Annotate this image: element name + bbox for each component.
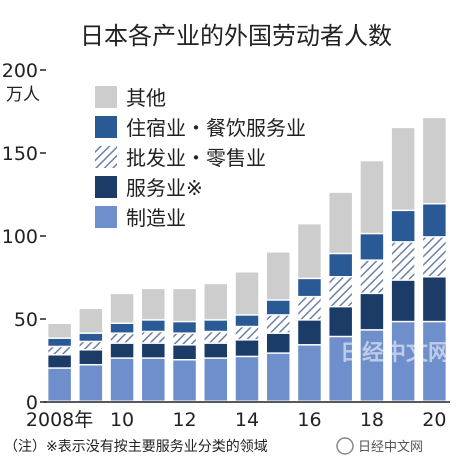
bar-segment: [360, 260, 384, 293]
legend-label: 服务业※: [126, 176, 203, 200]
bar-segment: [79, 350, 103, 364]
x-tick-label: 10: [110, 409, 134, 431]
bar-segment: [48, 368, 71, 401]
bar-segment: [391, 322, 415, 401]
bar-segment: [423, 322, 446, 401]
bar-segment: [298, 224, 321, 278]
bar-segment: [423, 118, 446, 203]
watermark: 日经中文网: [340, 340, 450, 366]
bar-segment: [48, 355, 71, 368]
bars: [48, 118, 446, 401]
bar-segment: [360, 330, 384, 401]
bar-segment: [423, 204, 446, 237]
bar-segment: [235, 315, 259, 326]
bar-segment: [235, 327, 259, 340]
bar-segment: [204, 343, 228, 358]
bar-segment: [204, 358, 228, 401]
bar-segment: [298, 279, 321, 296]
legend-swatch: [95, 116, 117, 138]
bar-segment: [329, 337, 352, 401]
bar-segment: [235, 357, 259, 401]
bar-segment: [298, 297, 321, 320]
legend-swatch: [95, 206, 117, 228]
y-tick-label: 0: [26, 392, 38, 414]
y-tick-label: 50: [14, 309, 38, 331]
bar-segment: [79, 365, 103, 401]
bar-segment: [329, 277, 352, 306]
legend-label: 制造业: [126, 206, 186, 230]
bar-segment: [298, 345, 321, 401]
x-axis: 2008年 10 12 14 16 18 20: [26, 409, 447, 431]
bar-segment: [391, 211, 415, 242]
x-tick-label: 2008年: [26, 409, 93, 431]
bar-segment: [142, 332, 165, 343]
channel-name: 日经中文网: [358, 440, 423, 455]
bar-segment: [173, 333, 196, 345]
bar-segment: [329, 307, 352, 336]
x-tick-label: 12: [172, 409, 196, 431]
bar-segment: [423, 277, 446, 321]
bar-segment: [266, 300, 290, 315]
bar-segment: [360, 161, 384, 233]
bar-segment: [48, 323, 71, 338]
bar-segment: [423, 237, 446, 276]
bar-segment: [360, 294, 384, 330]
x-tick-label: 18: [360, 409, 384, 431]
legend-swatch: [95, 86, 117, 108]
bar-segment: [391, 280, 415, 321]
x-tick-label: 16: [297, 409, 321, 431]
y-tick-label: 100: [2, 226, 38, 248]
x-tick-label: 20: [422, 409, 446, 431]
wechat-icon: [336, 437, 354, 455]
bar-segment: [173, 360, 196, 401]
bar-segment: [391, 128, 415, 210]
bar-segment: [266, 315, 290, 333]
bar-segment: [142, 289, 165, 320]
bar-segment: [235, 272, 259, 315]
bar-segment: [142, 343, 165, 358]
bar-segment: [110, 323, 134, 333]
legend-swatch: [95, 176, 117, 198]
bar-segment: [204, 284, 228, 320]
y-axis: 0 50 100 150 200: [2, 60, 46, 414]
bar-segment: [110, 333, 134, 343]
y-tick-label: 200: [2, 60, 38, 82]
bar-segment: [329, 192, 352, 253]
y-unit-label: 万人: [6, 85, 40, 105]
bar-segment: [48, 347, 71, 355]
bar-segment: [48, 338, 71, 346]
bar-segment: [110, 343, 134, 358]
bar-segment: [173, 322, 196, 333]
bar-segment: [110, 358, 134, 401]
chart-title: 日本各产业的外国劳动者人数: [80, 22, 392, 50]
bar-segment: [142, 320, 165, 331]
channel-badge: 日经中文网: [336, 437, 423, 455]
bar-segment: [204, 320, 228, 331]
bar-segment: [266, 252, 290, 300]
bar-segment: [142, 358, 165, 401]
bar-segment: [235, 340, 259, 356]
bar-segment: [79, 309, 103, 333]
bar-segment: [173, 289, 196, 321]
bar-segment: [391, 242, 415, 280]
legend-label: 住宿业・餐饮服务业: [126, 116, 306, 140]
bar-segment: [79, 342, 103, 350]
legend-label: 其他: [126, 86, 166, 110]
bar-segment: [266, 353, 290, 401]
legend-label: 批发业・零售业: [126, 146, 266, 170]
legend-swatch: [95, 146, 117, 168]
bar-segment: [360, 234, 384, 260]
bar-segment: [298, 320, 321, 345]
y-tick-label: 150: [2, 143, 38, 165]
bar-segment: [79, 333, 103, 341]
bar-segment: [204, 332, 228, 343]
bar-segment: [110, 294, 134, 323]
bar-segment: [329, 254, 352, 276]
bar-segment: [266, 333, 290, 353]
footnote: （注）※表示没有按主要服务业分类的领域: [4, 439, 268, 455]
x-tick-label: 14: [235, 409, 259, 431]
bar-segment: [173, 345, 196, 359]
